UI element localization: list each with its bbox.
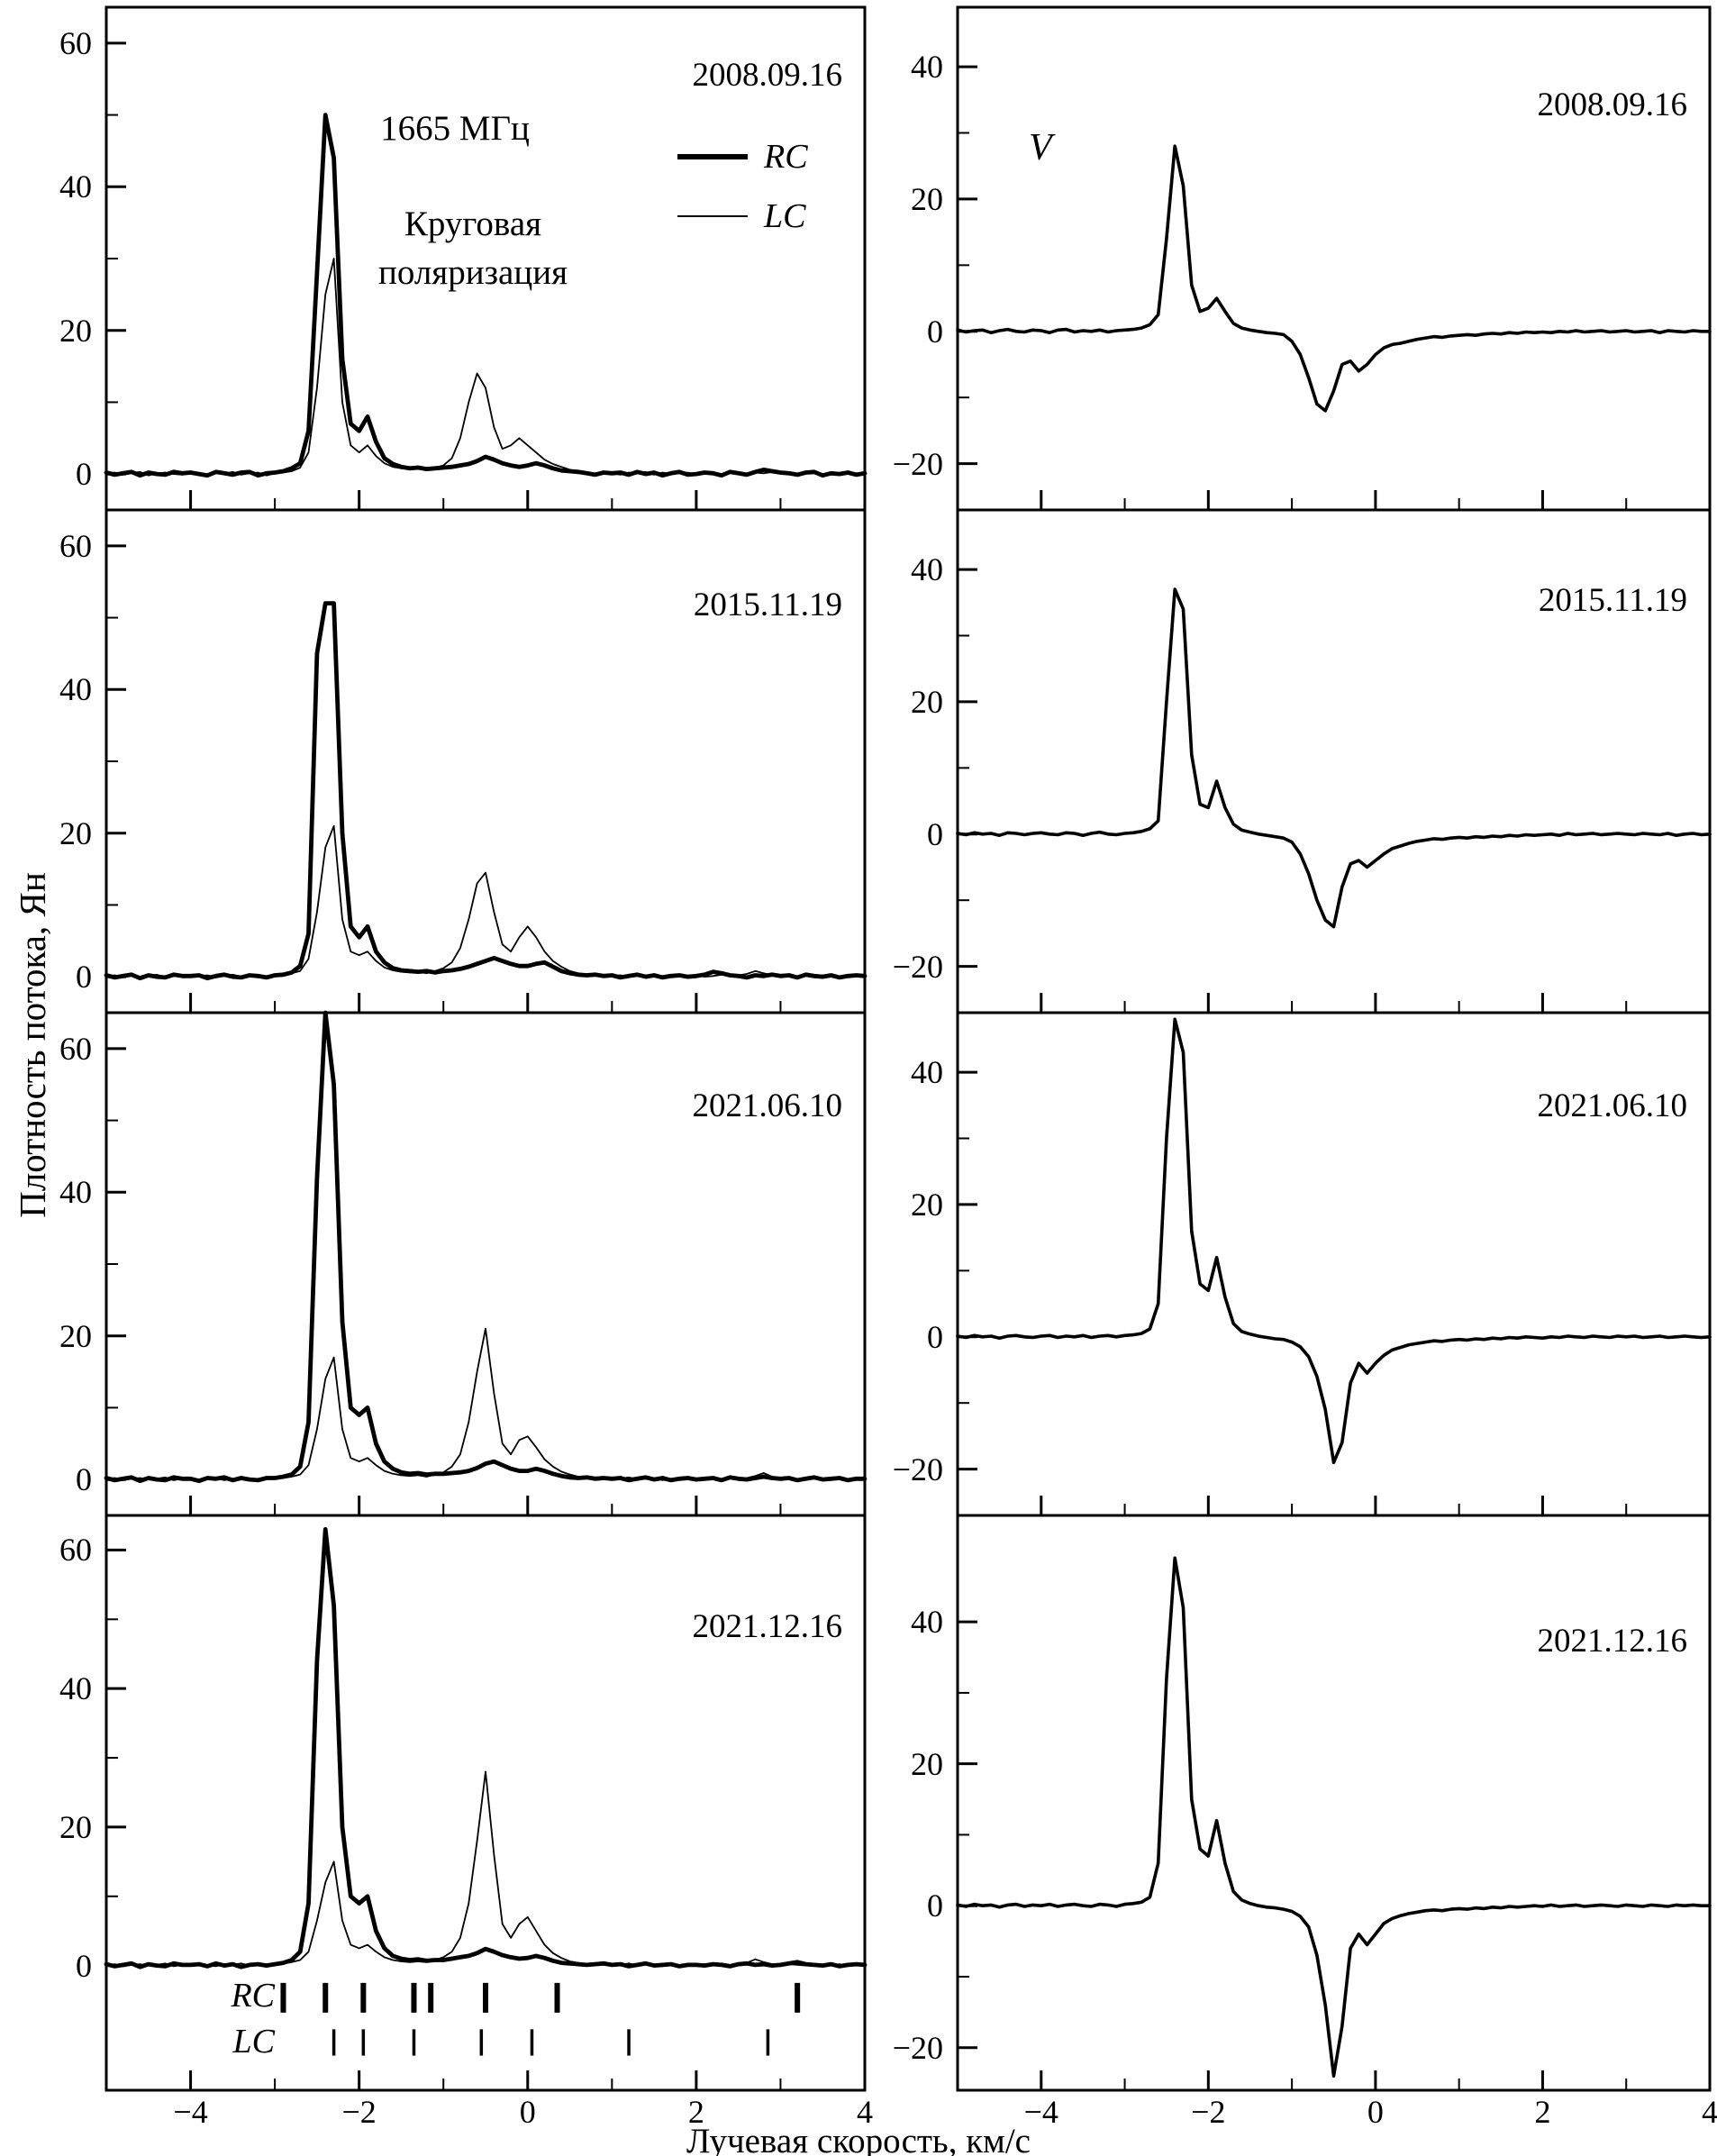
date-label-right-3: 2021.06.10	[1537, 1087, 1688, 1124]
y-tick-label: 60	[59, 1532, 92, 1569]
y-tick-label: −20	[892, 2029, 943, 2066]
panel-border	[956, 1514, 1712, 2092]
y-tick-label: 0	[927, 1888, 943, 1924]
rc-curve	[104, 601, 868, 981]
x-tick-label: 2	[1534, 2094, 1551, 2130]
marker-row-rc-label: RC	[231, 1977, 275, 2015]
v-curve	[956, 1556, 1712, 2078]
x-tick-label: 4	[1702, 2094, 1717, 2130]
legend-rc-line	[677, 154, 748, 159]
panel-border	[104, 1514, 867, 2092]
y-tick-label: 40	[59, 671, 92, 708]
y-tick-label: 40	[911, 49, 943, 86]
polarization-label: Круговая поляризация	[377, 205, 568, 292]
rc-curve	[104, 1010, 868, 1484]
lc-curve	[105, 1770, 866, 1968]
date-label-left-4: 2021.12.16	[692, 1608, 843, 1645]
y-axis-label: Плотность потока, Ян	[12, 872, 53, 1218]
y-tick-label: 40	[911, 551, 943, 588]
rc-curve	[104, 1527, 868, 1970]
lc-curve	[105, 1327, 866, 1481]
rc-curve	[104, 113, 868, 478]
y-tick-label: 60	[59, 24, 92, 61]
date-label-right-4: 2021.12.16	[1537, 1623, 1688, 1660]
legend-rc-label: RC	[764, 138, 808, 176]
y-tick-label: 0	[927, 313, 943, 350]
x-tick-label: −2	[1191, 2094, 1226, 2130]
y-tick-label: 20	[59, 1317, 92, 1354]
y-tick-label: 60	[59, 1030, 92, 1067]
y-tick-label: 20	[59, 1808, 92, 1845]
x-tick-label: 0	[1367, 2094, 1384, 2130]
v-curve	[956, 587, 1712, 929]
stokes-v-label: V	[1029, 127, 1052, 168]
y-tick-label: 0	[76, 456, 92, 493]
y-tick-label: 40	[911, 1054, 943, 1091]
v-curve	[956, 1017, 1712, 1465]
y-tick-label: 0	[927, 815, 943, 852]
x-tick-label: −2	[341, 2094, 377, 2130]
x-tick-label: 4	[857, 2094, 873, 2130]
y-tick-label: 0	[76, 959, 92, 996]
y-tick-label: 40	[59, 168, 92, 205]
y-tick-label: 40	[59, 1174, 92, 1211]
y-tick-label: 40	[59, 1670, 92, 1707]
y-tick-label: 20	[911, 683, 943, 720]
y-tick-label: 20	[911, 180, 943, 217]
legend-lc-label: LC	[764, 197, 806, 235]
date-label-left-3: 2021.06.10	[692, 1087, 843, 1124]
x-tick-label: −4	[173, 2094, 208, 2130]
date-label-left-1: 2008.09.16	[692, 57, 843, 94]
panel-border	[956, 5, 1712, 512]
x-tick-label: −4	[1023, 2094, 1058, 2130]
date-label-left-2: 2015.11.19	[693, 587, 842, 623]
y-tick-label: −20	[892, 445, 943, 482]
y-tick-label: 0	[76, 1947, 92, 1984]
date-label-right-2: 2015.11.19	[1538, 582, 1687, 619]
y-tick-label: −20	[892, 1451, 943, 1487]
marker-row-lc-label: LC	[232, 2023, 275, 2060]
y-tick-label: 60	[59, 527, 92, 564]
y-tick-label: 0	[927, 1318, 943, 1355]
y-tick-label: 40	[911, 1604, 943, 1641]
v-curve	[956, 144, 1712, 413]
date-label-right-1: 2008.09.16	[1537, 86, 1688, 123]
y-tick-label: 20	[59, 312, 92, 349]
y-tick-label: 20	[911, 1186, 943, 1223]
y-tick-label: 20	[911, 1745, 943, 1782]
y-tick-label: 20	[59, 814, 92, 851]
x-tick-label: 0	[519, 2094, 536, 2130]
frequency-label: 1665 МГц	[380, 109, 530, 148]
y-tick-label: −20	[892, 948, 943, 985]
x-tick-label: 2	[687, 2094, 704, 2130]
lc-curve	[105, 824, 866, 978]
x-axis-label: Лучевая скорость, км/с	[686, 2122, 1031, 2156]
legend-lc-line	[677, 215, 748, 217]
y-tick-label: 0	[76, 1461, 92, 1498]
